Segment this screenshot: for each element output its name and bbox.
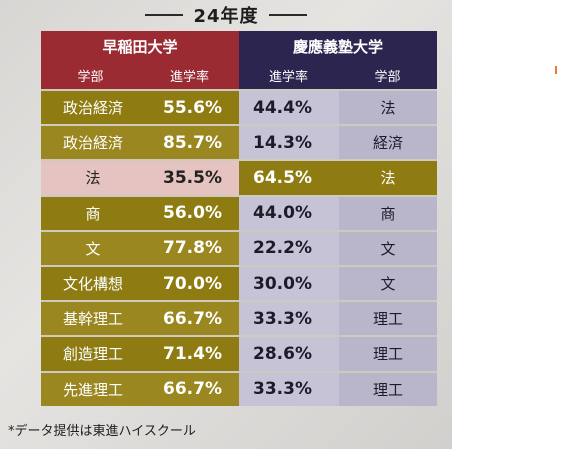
- waseda-header: 早稲田大学 学部 進学率: [41, 31, 239, 89]
- waseda-faculty-cell: 法: [41, 161, 145, 195]
- page-title: 24年度: [193, 6, 259, 27]
- waseda-rate-cell: 35.5%: [145, 161, 239, 195]
- waseda-rate-cell: 66.7%: [145, 302, 239, 336]
- waseda-faculty-cell: 政治経済: [41, 126, 145, 160]
- waseda-rate-cell: 77.8%: [145, 231, 239, 265]
- table-body: 政治経済 55.6% 44.4% 法 政治経済 85.7% 14.3% 経済 法…: [41, 89, 437, 406]
- waseda-faculty-cell: 政治経済: [41, 91, 145, 125]
- waseda-rate-cell: 56.0%: [145, 196, 239, 230]
- title-rule-right: [268, 14, 307, 16]
- comparison-table: 早稲田大学 学部 進学率 慶應義塾大学 進学率 学部 政治経済 55.6% 44…: [41, 31, 437, 406]
- waseda-rate-cell: 85.7%: [145, 126, 239, 160]
- waseda-rate-cell: 71.4%: [145, 337, 239, 371]
- keio-rate-cell: 33.3%: [239, 302, 339, 336]
- table-row: 基幹理工 66.7% 33.3% 理工: [41, 300, 437, 336]
- keio-faculty-cell: 理工: [339, 302, 437, 336]
- source-footnote: *データ提供は東進ハイスクール: [8, 424, 196, 439]
- waseda-rate-cell: 55.6%: [145, 91, 239, 125]
- table-row: 政治経済 55.6% 44.4% 法: [41, 89, 437, 125]
- table-row: 商 56.0% 44.0% 商: [41, 194, 437, 230]
- keio-subheader: 進学率 学部: [239, 61, 437, 89]
- title-row: 24年度: [0, 2, 452, 28]
- keio-faculty-column-header: 学部: [374, 69, 401, 85]
- table-row: 文化構想 70.0% 30.0% 文: [41, 264, 437, 301]
- waseda-rate-column-header: 進学率: [169, 69, 209, 85]
- keio-faculty-cell: 文: [339, 266, 437, 301]
- waseda-faculty-cell: 創造理工: [41, 337, 145, 371]
- waseda-faculty-cell: 基幹理工: [41, 302, 145, 336]
- table-row: 創造理工 71.4% 28.6% 理工: [41, 335, 437, 371]
- waseda-subheader: 学部 進学率: [41, 61, 239, 89]
- keio-rate-cell: 44.0%: [239, 196, 339, 230]
- keio-faculty-cell: 法: [339, 161, 437, 195]
- keio-header: 慶應義塾大学 進学率 学部: [239, 31, 437, 89]
- waseda-faculty-cell: 文化構想: [41, 266, 145, 301]
- title-rule-left: [145, 14, 184, 16]
- table-row: 文 77.8% 22.2% 文: [41, 229, 437, 265]
- keio-faculty-cell: 法: [339, 91, 437, 125]
- waseda-faculty-cell: 先進理工: [41, 372, 145, 406]
- keio-rate-column-header: 進学率: [268, 69, 308, 85]
- keio-rate-cell: 28.6%: [239, 337, 339, 371]
- orange-mark: [555, 66, 557, 74]
- photo-area: 24年度 早稲田大学 学部 進学率 慶應義塾大学 進学率 学部 政治経済: [0, 0, 452, 449]
- waseda-faculty-column-header: 学部: [77, 69, 104, 85]
- keio-name: 慶應義塾大学: [292, 37, 383, 56]
- waseda-faculty-cell: 文: [41, 231, 145, 265]
- keio-faculty-cell: 商: [339, 196, 437, 230]
- keio-faculty-cell: 理工: [339, 337, 437, 371]
- table-header: 早稲田大学 学部 進学率 慶應義塾大学 進学率 学部: [41, 31, 437, 89]
- keio-rate-cell: 22.2%: [239, 231, 339, 265]
- waseda-name: 早稲田大学: [102, 37, 178, 56]
- table-row: 政治経済 85.7% 14.3% 経済: [41, 124, 437, 160]
- waseda-rate-cell: 66.7%: [145, 372, 239, 406]
- waseda-faculty-cell: 商: [41, 196, 145, 230]
- table-row: 法 35.5% 64.5% 法: [41, 159, 437, 195]
- keio-rate-cell: 30.0%: [239, 266, 339, 301]
- keio-rate-cell: 64.5%: [239, 161, 339, 195]
- waseda-rate-cell: 70.0%: [145, 266, 239, 301]
- keio-faculty-cell: 文: [339, 231, 437, 265]
- keio-faculty-cell: 経済: [339, 126, 437, 160]
- keio-rate-cell: 14.3%: [239, 126, 339, 160]
- keio-rate-cell: 44.4%: [239, 91, 339, 125]
- keio-rate-cell: 33.3%: [239, 372, 339, 406]
- table-row: 先進理工 66.7% 33.3% 理工: [41, 370, 437, 406]
- keio-faculty-cell: 理工: [339, 372, 437, 406]
